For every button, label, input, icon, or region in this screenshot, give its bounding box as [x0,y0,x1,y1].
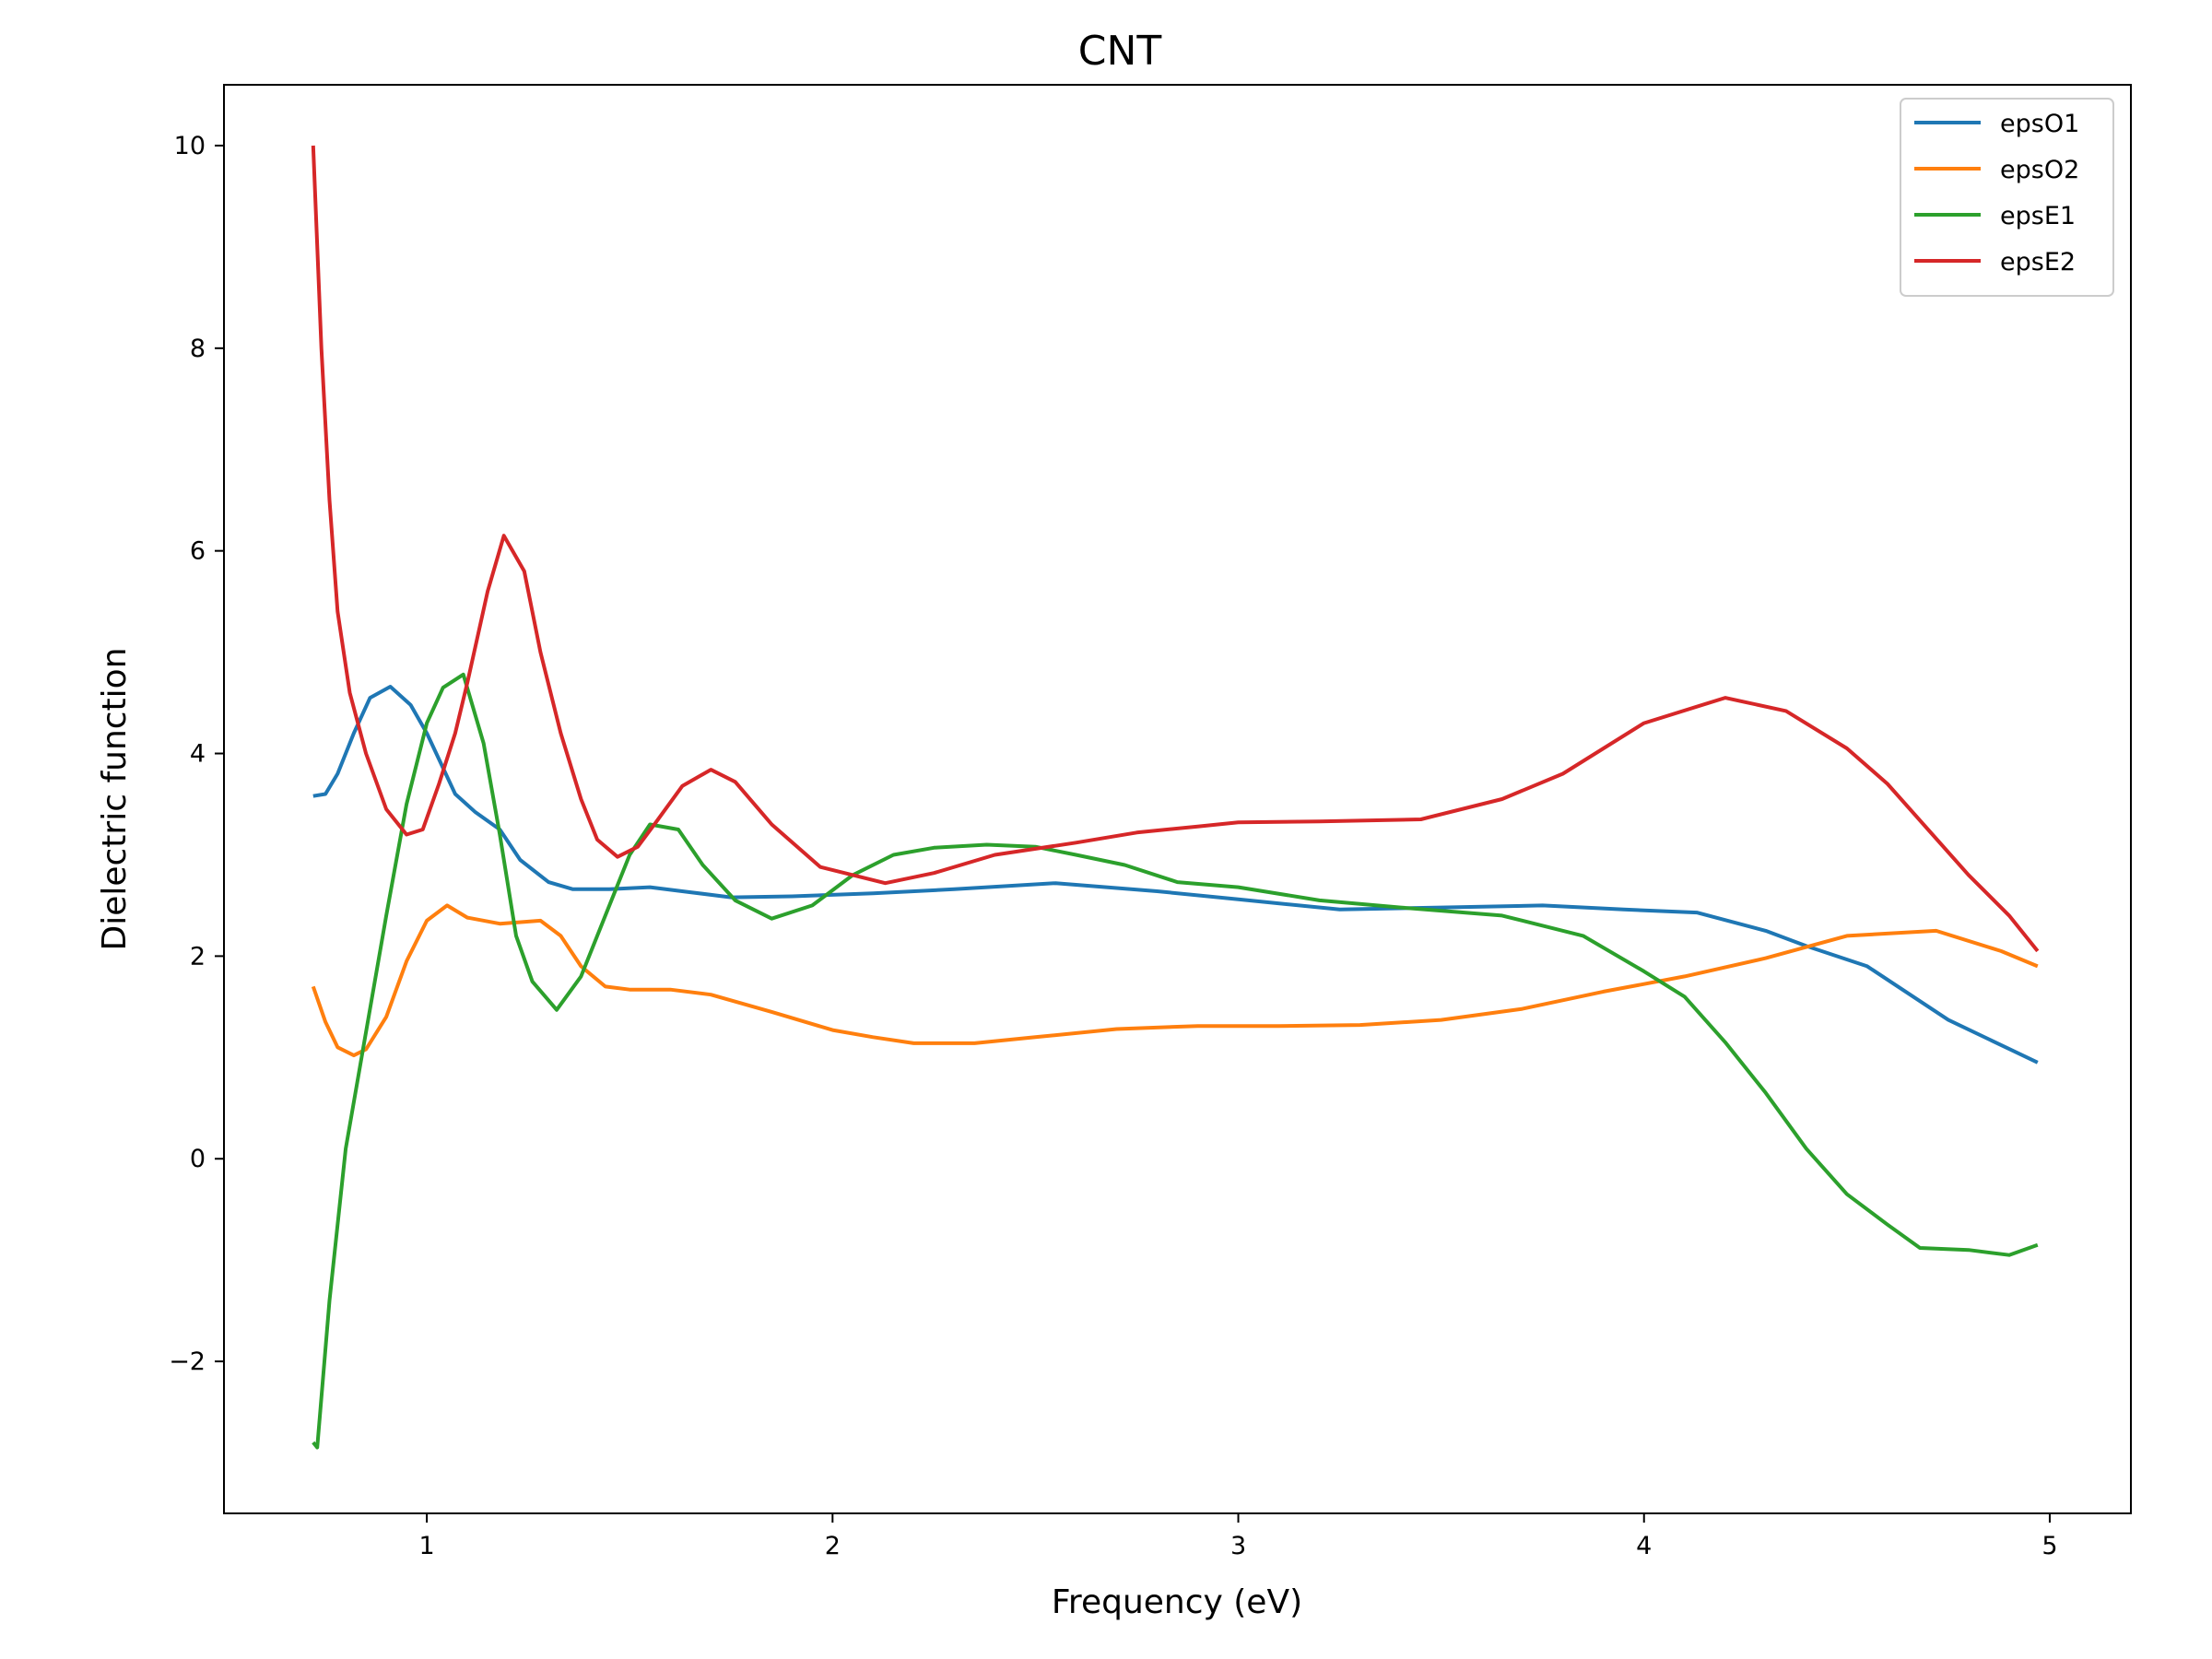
legend-label-epsO1: epsO1 [2000,110,2079,138]
plot-lines [311,145,2040,1450]
y-axis-label: Dielectric function [96,647,134,950]
plot-frame [223,84,2132,1514]
y-tick-label: 0 [190,1145,206,1173]
legend-label-epsE2: epsE2 [2000,248,2076,276]
x-tick-label: 1 [419,1532,435,1560]
series-line-epsE2 [311,145,2040,953]
x-tick-label: 4 [1636,1532,1652,1560]
x-axis: 1 2 3 4 5 [419,1513,2058,1560]
legend-label-epsO2: epsO2 [2000,156,2079,184]
y-tick-label: 10 [174,132,206,160]
legend-label-epsE1: epsE1 [2000,202,2076,230]
y-tick-label: −2 [169,1347,206,1376]
legend: epsO1 epsO2 epsE1 epsE2 [1900,98,2114,297]
x-tick-label: 2 [825,1532,841,1560]
y-tick-label: 4 [190,740,206,769]
y-tick-label: 8 [190,335,206,363]
series-line-epsO2 [311,903,2039,1058]
x-axis-label: Frequency (eV) [1052,1583,1302,1621]
y-tick-label: 2 [190,942,206,971]
series-line-epsO1 [312,685,2039,1065]
y-axis: −2 0 2 4 6 8 10 [169,132,224,1376]
legend-box [1900,98,2114,297]
x-tick-label: 5 [2041,1532,2057,1560]
chart-title: CNT [1078,28,1162,75]
series-line-epsE1 [312,672,2039,1450]
x-tick-label: 3 [1230,1532,1246,1560]
y-tick-label: 6 [190,537,206,566]
